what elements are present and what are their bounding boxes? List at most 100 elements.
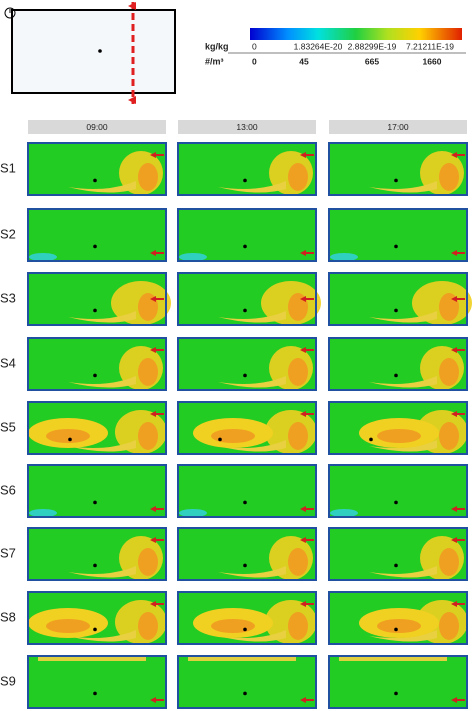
contour-tongue [369, 566, 437, 578]
sensor-dot [243, 178, 247, 183]
contour-tongue [68, 181, 136, 193]
contour-tongue [369, 311, 437, 323]
contour-frame [27, 655, 167, 709]
contour-frame [328, 655, 468, 709]
colorbar-label: 0 [252, 56, 257, 66]
sensor-dot [93, 563, 97, 568]
inlet-arrowhead [150, 250, 156, 256]
contour-bg [329, 465, 467, 517]
contour-left-core [46, 429, 90, 443]
contour-core [439, 358, 459, 386]
sensor-dot [93, 244, 97, 249]
contour-frame [177, 337, 317, 391]
sensor-dot [243, 373, 247, 378]
inlet-arrowhead [300, 697, 306, 703]
contour-frame [328, 208, 468, 262]
contour-bg [28, 656, 166, 708]
contour-tongue [218, 181, 286, 193]
inlet-arrowhead [150, 411, 156, 417]
contour-frame [177, 655, 317, 709]
contour-core [288, 163, 308, 191]
contour-low [29, 509, 57, 517]
contour-frame [328, 142, 468, 196]
contour-frame [27, 591, 167, 645]
contour-top [188, 657, 296, 661]
sensor-dot [394, 627, 398, 632]
contour-frame [328, 464, 468, 518]
contour-tongue [218, 440, 286, 452]
inlet-arrowhead [451, 697, 457, 703]
row-label: S8 [0, 609, 16, 624]
inlet-arrowhead [150, 601, 156, 607]
sensor-dot [243, 244, 247, 249]
contour-core [288, 358, 308, 386]
inlet-arrowhead [150, 347, 156, 353]
contour-core [138, 612, 158, 640]
inlet-arrowhead [451, 411, 457, 417]
sensor-dot [394, 691, 398, 696]
contour-low [179, 253, 207, 261]
contour-tongue [68, 311, 136, 323]
contour-bg [329, 656, 467, 708]
contour-core [288, 422, 308, 450]
contour-tongue [68, 376, 136, 388]
contour-bg [178, 465, 316, 517]
contour-frame [27, 527, 167, 581]
sensor-dot [93, 308, 97, 313]
contour-frame [177, 464, 317, 518]
sensor-dot [243, 563, 247, 568]
contour-tongue [218, 376, 286, 388]
contour-core [138, 548, 158, 576]
contour-tongue [218, 566, 286, 578]
contour-frame [328, 272, 468, 326]
contour-tongue [369, 181, 437, 193]
contour-frame [328, 527, 468, 581]
contour-left-core [211, 429, 255, 443]
contour-tongue [369, 630, 437, 642]
sensor-dot [93, 178, 97, 183]
colorbar-label: 45 [299, 56, 309, 66]
contour-left-core [377, 619, 421, 633]
colorbar-label: 1.83264E-20 [294, 41, 343, 51]
contour-bg [178, 209, 316, 261]
row-label: S7 [0, 545, 16, 560]
contour-frame [27, 272, 167, 326]
sensor-dot [394, 373, 398, 378]
contour-core [138, 422, 158, 450]
contour-left-core [46, 619, 90, 633]
row-label: S6 [0, 482, 16, 497]
contour-low [330, 509, 358, 517]
sensor-dot [93, 627, 97, 632]
contour-core [439, 163, 459, 191]
inlet-arrowhead [451, 506, 457, 512]
contour-frame [328, 591, 468, 645]
contour-tongue [68, 630, 136, 642]
inlet-arrowhead [300, 537, 306, 543]
contour-top [38, 657, 146, 661]
room-schematic [4, 2, 176, 104]
colorbar-label: 665 [365, 56, 379, 66]
inlet-arrowhead [300, 152, 306, 158]
contour-bg [178, 656, 316, 708]
sensor-dot [394, 308, 398, 313]
contour-tongue [369, 376, 437, 388]
contour-tongue [369, 440, 437, 452]
contour-top [339, 657, 447, 661]
contour-core [138, 163, 158, 191]
contour-bg [28, 465, 166, 517]
sensor-dot [218, 437, 222, 442]
colorbar-label: 0 [252, 41, 257, 51]
inlet-arrowhead [451, 250, 457, 256]
sensor-dot [394, 563, 398, 568]
contour-frame [27, 337, 167, 391]
contour-frame [177, 208, 317, 262]
inlet-arrowhead [300, 411, 306, 417]
inlet-arrowhead [150, 537, 156, 543]
inlet-arrowhead [300, 296, 306, 302]
sensor-dot [93, 691, 97, 696]
inlet-arrowhead [451, 152, 457, 158]
row-label: S2 [0, 226, 16, 241]
contour-frame [177, 401, 317, 455]
contour-core [288, 612, 308, 640]
